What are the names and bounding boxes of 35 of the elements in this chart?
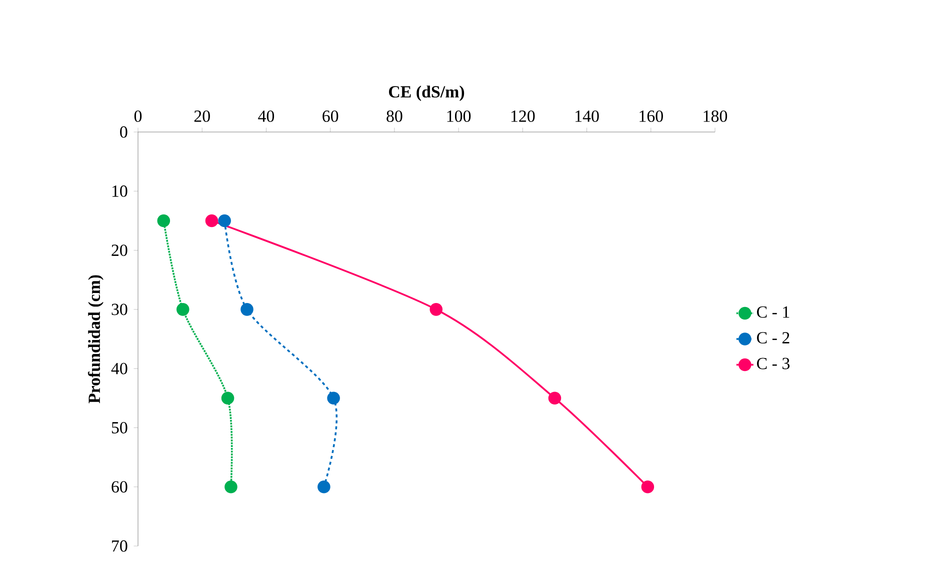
point <box>157 214 170 228</box>
x-tick-label: 20 <box>194 110 210 122</box>
y-tick-label: 0 <box>120 126 128 138</box>
point <box>327 392 340 405</box>
x-tick-label: 140 <box>576 110 599 122</box>
point <box>176 303 190 316</box>
y-tick-label: 50 <box>112 422 128 434</box>
x-tick-label: 40 <box>258 110 274 122</box>
x-tick-label: 80 <box>386 110 402 122</box>
point <box>430 303 443 316</box>
point <box>224 480 238 494</box>
y-tick-label: 40 <box>111 362 128 374</box>
legend-label: C - 2 <box>756 332 790 344</box>
x-axis-title: CE (dS/m) <box>388 86 464 101</box>
x-tick-label: 120 <box>511 110 535 122</box>
x-tick-label: 180 <box>704 110 728 122</box>
y-axis-title: Profundidad (cm) <box>88 275 104 404</box>
x-tick-label: 60 <box>322 110 338 122</box>
point <box>548 392 562 405</box>
x-tick-label: 160 <box>640 110 663 122</box>
x-tick-label: 100 <box>447 110 471 122</box>
point <box>221 392 234 405</box>
y-tick-label: 70 <box>112 540 128 552</box>
point <box>318 480 330 494</box>
y-tick-label: 60 <box>112 481 128 493</box>
y-tick-label: 10 <box>112 185 128 197</box>
point <box>641 480 654 494</box>
legend-label: C - 1 <box>756 306 790 318</box>
point <box>240 303 254 316</box>
x-tick-label: 0 <box>134 110 142 122</box>
legend-label: C - 3 <box>756 358 790 370</box>
point <box>218 214 231 228</box>
y-tick-label: 30 <box>112 304 128 316</box>
point <box>205 214 218 228</box>
y-tick-label: 20 <box>112 244 128 256</box>
